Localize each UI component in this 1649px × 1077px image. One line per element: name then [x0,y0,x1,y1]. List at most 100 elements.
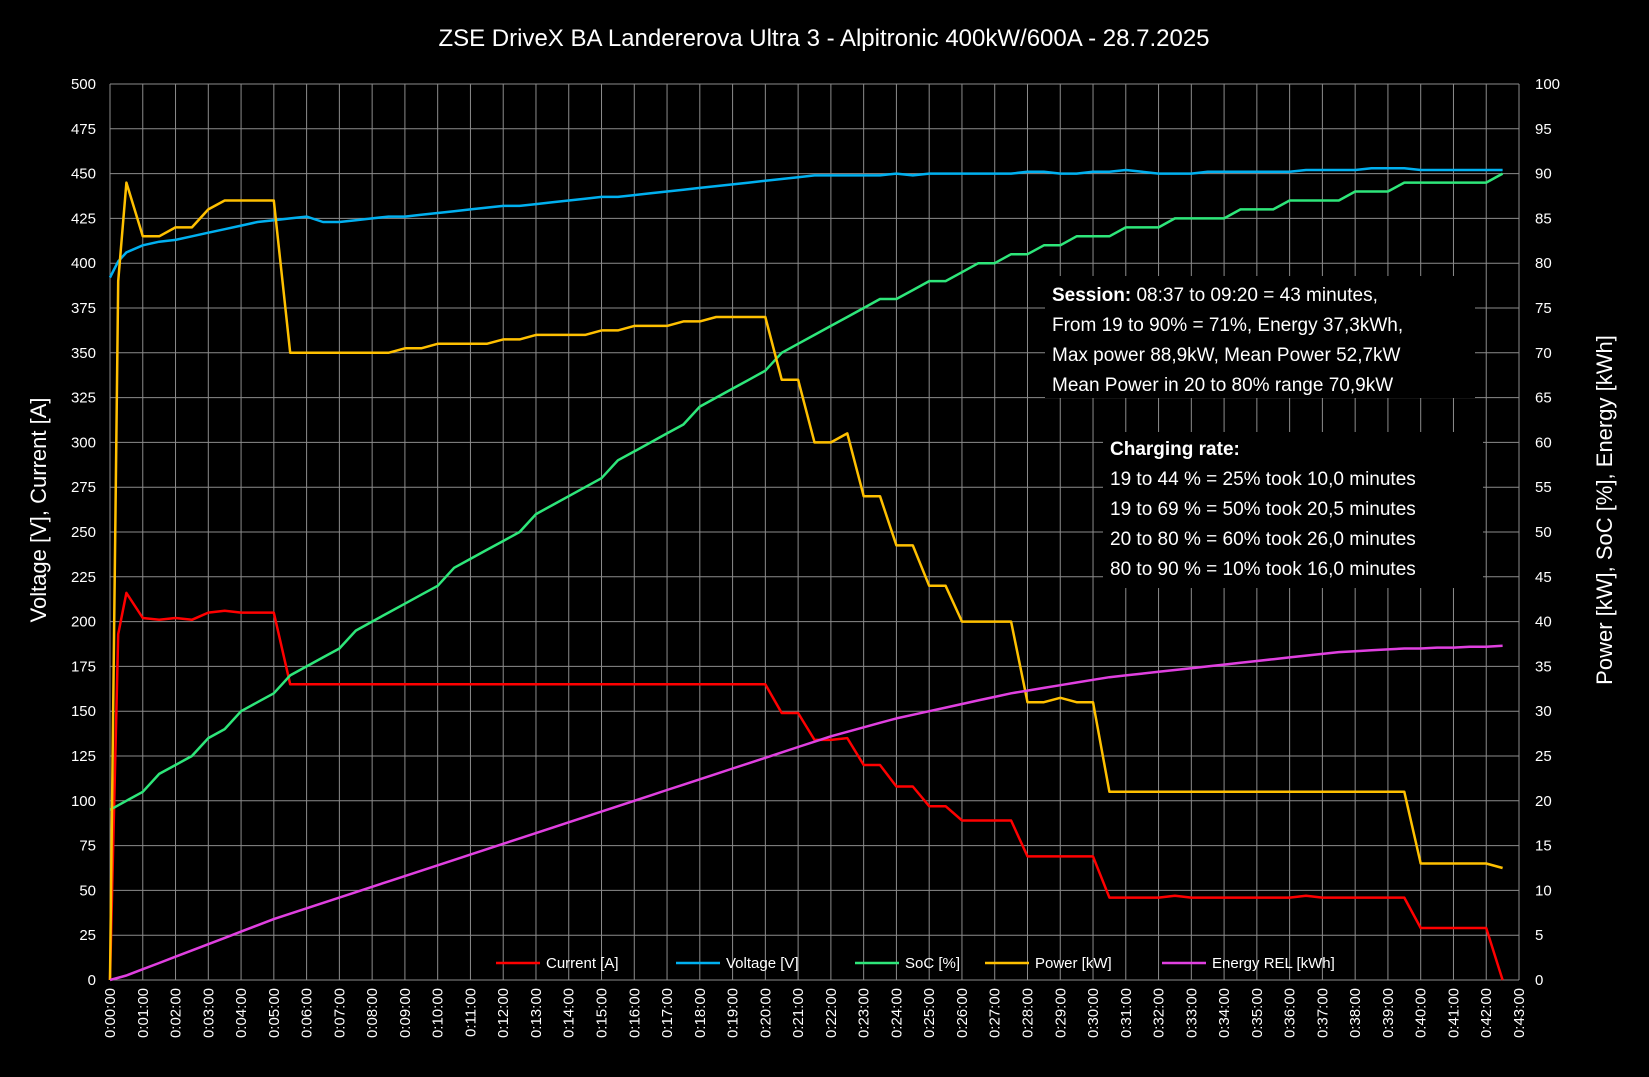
legend-label: Current [A] [546,955,619,972]
left-tick-label: 425 [71,210,96,227]
x-tick-label: 0:34:00 [1216,988,1233,1038]
right-tick-label: 75 [1535,300,1552,317]
left-tick-label: 475 [71,121,96,138]
left-tick-label: 375 [71,300,96,317]
left-tick-label: 300 [71,434,96,451]
right-tick-label: 10 [1535,882,1552,899]
left-tick-label: 150 [71,703,96,720]
right-tick-label: 70 [1535,345,1552,362]
x-tick-label: 0:02:00 [168,988,185,1038]
x-tick-label: 0:03:00 [200,988,217,1038]
x-tick-label: 0:14:00 [561,988,578,1038]
right-tick-label: 60 [1535,434,1552,451]
x-tick-label: 0:11:00 [462,988,479,1037]
right-tick-label: 40 [1535,614,1552,631]
right-tick-label: 90 [1535,166,1552,183]
left-tick-label: 100 [71,793,96,810]
x-tick-label: 0:22:00 [823,988,840,1038]
right-tick-label: 25 [1535,748,1552,765]
x-tick-label: 0:19:00 [725,988,742,1038]
legend-label: Voltage [V] [726,955,799,972]
x-tick-label: 0:25:00 [921,988,938,1038]
session-line-2: From 19 to 90% = 71%, Energy 37,3kWh, [1052,315,1403,336]
right-tick-label: 5 [1535,927,1543,944]
series-line-2 [109,172,1504,811]
x-tick-label: 0:15:00 [594,988,611,1038]
left-tick-label: 200 [71,614,96,631]
charging-rate-line-1: 19 to 44 % = 25% took 10,0 minutes [1110,469,1416,490]
right-tick-label: 35 [1535,658,1552,675]
legend-label: Energy REL [kWh] [1212,955,1335,972]
x-tick-label: 0:12:00 [495,988,512,1038]
x-tick-label: 0:37:00 [1314,988,1331,1038]
x-tick-label: 0:38:00 [1347,988,1364,1038]
session-annotation: Session: 08:37 to 09:20 = 43 minutes, Fr… [1045,276,1475,398]
x-tick-label: 0:09:00 [397,988,414,1038]
svg-text:Session: 08:37 to 09:20 = 43: Session: 08:37 to 09:20 = 43 minutes, [1052,285,1378,306]
left-tick-label: 50 [79,882,96,899]
left-tick-label: 450 [71,166,96,183]
x-tick-label: 0:21:00 [790,988,807,1038]
x-tick-label: 0:32:00 [1151,988,1168,1038]
x-tick-label: 0:31:00 [1118,988,1135,1038]
x-tick-label: 0:10:00 [430,988,447,1038]
right-axis-title: Power [kW], SoC [%], Energy [kWh] [1592,335,1617,685]
x-tick-label: 0:33:00 [1183,988,1200,1038]
x-tick-label: 0:40:00 [1413,988,1430,1038]
right-tick-label: 55 [1535,479,1552,496]
x-tick-label: 0:20:00 [757,988,774,1038]
x-tick-label: 0:16:00 [626,988,643,1038]
series-line-1 [108,166,1503,279]
x-tick-label: 0:35:00 [1249,988,1266,1038]
x-tick-label: 0:26:00 [954,988,971,1038]
charging-rate-line-3: 20 to 80 % = 60% took 26,0 minutes [1110,529,1416,550]
right-tick-label: 0 [1535,972,1543,989]
tick-labels: 0255075100125150175200225250275300325350… [71,76,1560,1038]
x-tick-label: 0:36:00 [1282,988,1299,1038]
right-tick-label: 50 [1535,524,1552,541]
left-tick-label: 275 [71,479,96,496]
x-tick-label: 0:41:00 [1445,988,1462,1038]
right-tick-label: 45 [1535,569,1552,586]
left-tick-label: 75 [79,838,96,855]
charging-rate-heading: Charging rate: [1110,439,1240,460]
x-tick-label: 0:24:00 [888,988,905,1038]
x-tick-label: 0:01:00 [135,988,152,1038]
legend-label: SoC [%] [905,955,960,972]
x-tick-label: 0:42:00 [1478,988,1495,1038]
x-tick-label: 0:17:00 [659,988,676,1038]
chart-title: ZSE DriveX BA Landererova Ultra 3 - Alpi… [438,25,1209,52]
session-heading: Session: [1052,285,1131,306]
session-line-4: Mean Power in 20 to 80% range 70,9kW [1052,375,1393,396]
x-tick-label: 0:27:00 [987,988,1004,1038]
session-line-1: 08:37 to 09:20 = 43 minutes, [1131,285,1378,306]
x-tick-label: 0:18:00 [692,988,709,1038]
right-tick-label: 15 [1535,838,1552,855]
x-tick-label: 0:30:00 [1085,988,1102,1038]
x-tick-label: 0:07:00 [331,988,348,1038]
right-tick-label: 20 [1535,793,1552,810]
left-tick-label: 350 [71,345,96,362]
series-layer [108,166,1504,982]
left-tick-label: 400 [71,255,96,272]
right-tick-label: 85 [1535,210,1552,227]
x-tick-label: 0:23:00 [856,988,873,1038]
x-tick-label: 0:05:00 [266,988,283,1038]
series-line-3 [108,181,1503,981]
charging-rate-line-2: 19 to 69 % = 50% took 20,5 minutes [1110,499,1416,520]
x-tick-label: 0:43:00 [1511,988,1528,1038]
series-line-0 [108,591,1504,981]
legend: Current [A] Voltage [V] SoC [%] Power [kW] E… [496,955,1335,972]
x-tick-label: 0:00:00 [102,988,119,1038]
right-tick-label: 95 [1535,121,1552,138]
right-tick-label: 100 [1535,76,1560,93]
left-tick-label: 0 [88,972,96,989]
right-tick-label: 65 [1535,390,1552,407]
legend-label: Power [kW] [1035,955,1112,972]
left-axis-title: Voltage [V], Current [A] [26,397,51,622]
charging-rate-annotation: Charging rate: 19 to 44 % = 25% took 10,… [1103,432,1483,588]
x-tick-label: 0:08:00 [364,988,381,1038]
series-line-4 [109,644,1503,982]
left-tick-label: 25 [79,927,96,944]
